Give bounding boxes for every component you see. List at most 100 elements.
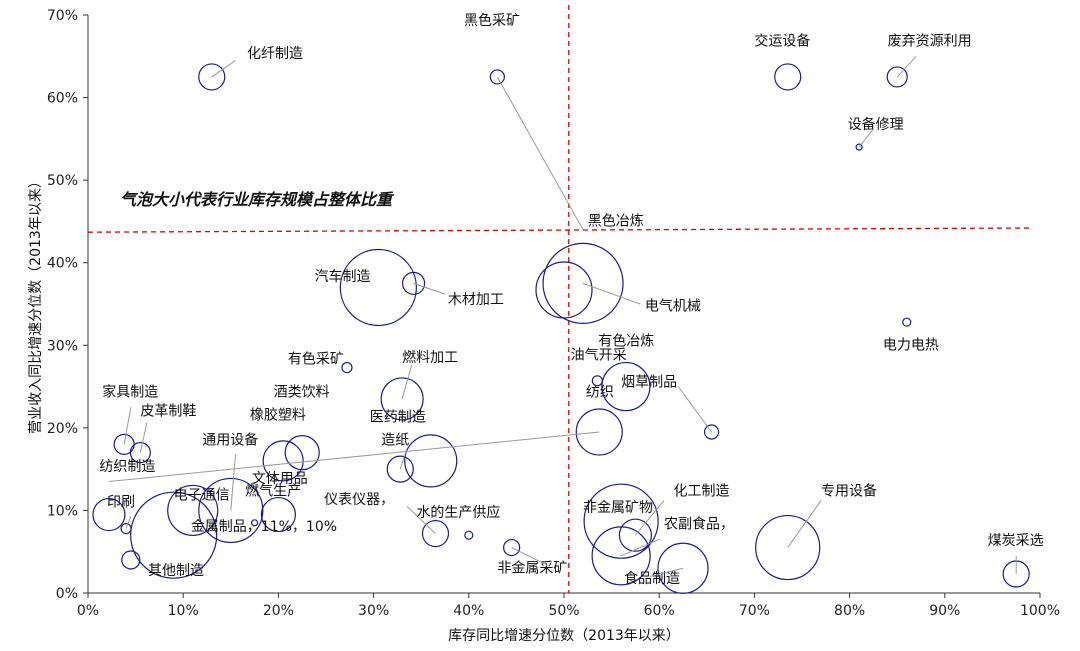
bubble-label: 油气开采 <box>571 347 627 363</box>
bubble <box>260 496 296 533</box>
bubble <box>341 361 353 374</box>
bubble-label: 农副食品， <box>664 516 734 533</box>
bubble-label: 有色冶炼 <box>598 332 654 349</box>
bubble-label: 文体用品 <box>252 471 308 487</box>
bubble-label: 电子通信 <box>174 488 230 504</box>
bubble <box>262 440 304 482</box>
leader-line <box>649 567 684 577</box>
leader-line <box>496 76 584 230</box>
leader-line <box>511 547 546 565</box>
leader-line <box>108 431 600 483</box>
y-tick-label: 30% <box>47 338 78 354</box>
bubble-label: 燃气生产 <box>245 483 301 500</box>
bubble-label: 汽车制造 <box>315 268 371 285</box>
x-tick-label: 40% <box>453 603 484 619</box>
bubble-label: 食品制造 <box>624 570 680 587</box>
y-tick-label: 10% <box>47 503 78 519</box>
x-tick-label: 20% <box>263 603 294 619</box>
bubble <box>542 242 624 324</box>
bubble <box>380 377 424 421</box>
bubble <box>583 483 659 559</box>
bubble-label: 设备修理 <box>848 116 904 133</box>
bubble-label: 其他制造 <box>148 563 204 579</box>
bubble <box>339 248 417 327</box>
bubble-label: 交运设备 <box>754 33 810 50</box>
bubble <box>251 519 259 527</box>
bubble-size-note: 气泡大小代表行业库存规模占整体比重 <box>120 190 395 209</box>
bubble <box>421 519 450 548</box>
y-tick-label: 60% <box>47 91 78 107</box>
x-tick-label: 60% <box>644 603 675 619</box>
bubble-label: 印刷 <box>107 494 135 510</box>
bubble <box>591 526 651 586</box>
leader-line <box>677 386 712 433</box>
leader-line <box>401 364 413 400</box>
leader-line <box>230 454 237 511</box>
bubble <box>92 497 126 532</box>
bubble <box>503 538 521 557</box>
leader-line <box>125 516 132 529</box>
leader-line <box>635 500 665 536</box>
bubble <box>401 271 426 295</box>
bubble <box>121 550 141 570</box>
bubble <box>535 261 593 319</box>
bubble <box>198 477 264 544</box>
bubble-label: 黑色冶炼 <box>588 213 644 230</box>
bubble <box>167 484 219 537</box>
bubble-label: 黑色采矿 <box>464 12 520 29</box>
bubble-label: 家具制造 <box>102 383 158 400</box>
y-tick-label: 0% <box>56 586 78 602</box>
x-tick-label: 80% <box>834 603 865 619</box>
x-tick-label: 70% <box>739 603 770 619</box>
bubble <box>657 542 709 594</box>
bubble <box>886 66 908 88</box>
bubble-label: 木材加工 <box>448 292 504 308</box>
x-tick-label: 30% <box>358 603 389 619</box>
x-tick-label: 50% <box>548 603 579 619</box>
bubble-label: 纺织制造 <box>99 459 155 475</box>
bubble <box>284 435 320 471</box>
bubble <box>703 424 720 440</box>
bubble-label: 水的生产供应 <box>416 504 500 521</box>
reference-line-horizontal <box>87 227 1031 233</box>
x-axis-title: 库存同比增速分位数（2013年以来） <box>448 628 680 644</box>
bubble <box>198 63 226 91</box>
y-axis-title: 营业收入同比增速分位数（2013年以来） <box>28 174 44 434</box>
bubble-label: 酒类饮料 <box>274 384 330 400</box>
leader-line <box>858 128 874 148</box>
bubble-label: 化纤制造 <box>247 46 303 62</box>
bubble-label: 非金属矿物 <box>583 500 653 516</box>
bubble <box>464 530 474 540</box>
bubble <box>404 434 458 488</box>
bubble-label: 电力电热 <box>883 337 939 353</box>
bubble <box>113 433 135 455</box>
leader-line <box>413 282 446 295</box>
bubble-label: 医药制造 <box>370 409 426 425</box>
leader-line <box>406 505 436 534</box>
bubble <box>575 408 623 456</box>
bubble-label: 煤炭采选 <box>988 533 1044 549</box>
bubble-label: 纺织 <box>586 384 614 400</box>
bubble-label: 废弃资源利用 <box>888 34 972 50</box>
y-tick-label: 70% <box>47 8 78 24</box>
bubble-label: 通用设备 <box>202 431 258 448</box>
leader-line <box>211 60 236 78</box>
bubble-label: 仪表仪器， <box>324 492 394 508</box>
bubble <box>855 143 863 151</box>
leader-line <box>620 538 660 557</box>
y-tick-label: 20% <box>47 421 78 437</box>
x-tick-label: 0% <box>77 603 99 619</box>
bubble-label: 有色采矿 <box>288 350 344 367</box>
x-tick-label: 90% <box>929 603 960 619</box>
x-tick-label: 100% <box>1020 603 1060 619</box>
bubble-label: 化工制造 <box>673 484 729 500</box>
bubble <box>618 518 653 552</box>
bubble <box>130 491 218 579</box>
bubble-label: 烟草制品 <box>621 375 677 391</box>
bubble <box>755 514 821 581</box>
leader-line <box>896 55 917 78</box>
bubble <box>774 63 802 91</box>
x-tick-label: 10% <box>168 603 199 619</box>
bubble-label: 造纸 <box>381 432 409 448</box>
